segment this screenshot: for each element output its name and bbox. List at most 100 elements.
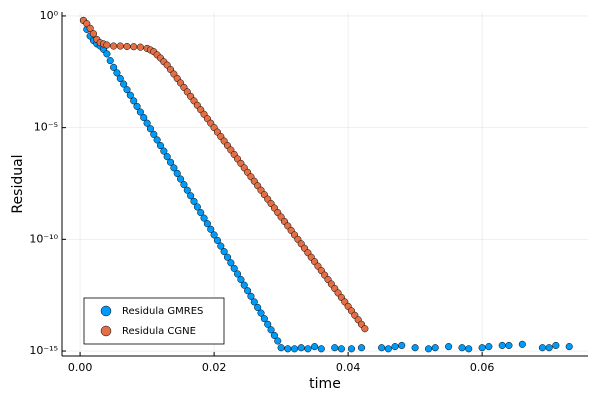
x-tick-label: 0.00 <box>68 361 93 374</box>
point <box>163 153 171 161</box>
point <box>130 97 138 105</box>
point <box>290 345 299 353</box>
point <box>120 80 128 88</box>
point <box>180 181 188 189</box>
point <box>411 344 419 352</box>
point <box>297 344 305 352</box>
point <box>244 287 252 295</box>
legend-marker <box>100 305 112 317</box>
point <box>391 343 399 351</box>
point <box>160 147 168 155</box>
point <box>150 130 158 138</box>
point <box>197 209 205 217</box>
point <box>156 141 165 150</box>
x-tick-label: 0.06 <box>470 361 495 374</box>
point <box>230 264 238 272</box>
point <box>103 50 111 58</box>
point <box>274 337 282 345</box>
point <box>361 325 369 333</box>
point <box>505 341 513 349</box>
point <box>445 343 453 351</box>
point <box>257 309 265 317</box>
point <box>153 136 161 144</box>
point <box>478 344 486 352</box>
point <box>140 114 148 122</box>
point <box>89 30 98 38</box>
point <box>133 102 141 110</box>
y-tick-label: 10⁻¹⁰ <box>29 232 58 245</box>
point <box>86 24 94 32</box>
point <box>357 344 366 352</box>
point <box>284 345 292 353</box>
point <box>264 320 272 328</box>
point <box>565 343 573 351</box>
point <box>331 344 339 352</box>
legend-label: Residula CGNE <box>122 326 196 337</box>
point <box>143 119 151 127</box>
y-tick-label: 10⁰ <box>40 9 59 22</box>
point <box>267 326 275 334</box>
point <box>126 91 134 99</box>
point <box>270 331 278 339</box>
y-axis-label: Residual <box>10 154 26 213</box>
point <box>247 292 255 300</box>
point <box>227 259 235 267</box>
point <box>398 341 406 349</box>
point <box>207 225 215 233</box>
legend-box <box>83 297 225 345</box>
point <box>384 345 392 353</box>
point <box>183 186 191 194</box>
point <box>136 108 144 116</box>
point <box>424 345 433 353</box>
y-tick-label: 10⁻¹⁵ <box>29 344 58 357</box>
point <box>378 344 386 352</box>
point <box>538 344 546 352</box>
point <box>210 231 218 239</box>
point <box>170 164 178 172</box>
point <box>431 344 439 352</box>
point <box>116 74 124 83</box>
point <box>234 270 242 278</box>
point <box>545 344 553 352</box>
point <box>311 343 319 351</box>
point <box>237 276 245 284</box>
point <box>167 158 175 166</box>
point <box>552 341 560 349</box>
point <box>173 169 181 177</box>
point <box>347 345 356 353</box>
x-tick-label: 0.04 <box>336 361 361 374</box>
point <box>113 69 121 77</box>
point <box>123 42 131 51</box>
point <box>177 175 185 183</box>
point <box>217 242 225 250</box>
point <box>116 42 124 50</box>
point <box>254 303 262 312</box>
point <box>130 43 138 51</box>
point <box>110 63 118 71</box>
point <box>223 253 232 261</box>
point <box>106 57 114 65</box>
point <box>213 236 222 245</box>
legend-marker <box>100 325 112 337</box>
point <box>250 298 258 306</box>
point <box>136 43 144 51</box>
y-tick-label: 10⁻⁵ <box>34 121 58 134</box>
x-tick-label: 0.02 <box>202 361 227 374</box>
point <box>110 42 118 50</box>
point <box>200 214 208 222</box>
point <box>465 345 473 353</box>
point <box>146 125 154 133</box>
point <box>304 345 312 353</box>
point <box>337 345 345 353</box>
point <box>317 345 325 353</box>
legend-label: Residula GMRES <box>122 306 203 317</box>
point <box>458 344 466 352</box>
point <box>277 344 285 352</box>
point <box>190 197 198 205</box>
point <box>498 341 506 349</box>
point <box>187 192 195 200</box>
point <box>193 203 201 211</box>
point <box>203 220 211 228</box>
x-axis-label: time <box>309 376 341 392</box>
